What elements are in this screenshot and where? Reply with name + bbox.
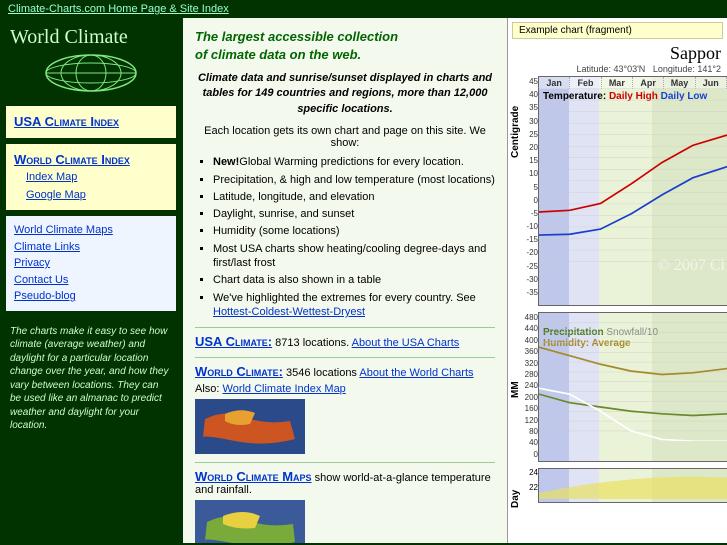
link-world-climate[interactable]: World Climate:: [195, 364, 283, 379]
globe-icon: [10, 53, 172, 96]
y-ticks-temp: 454035302520151050-5-10-15-20-25-30-35: [524, 78, 538, 302]
link-world-maps[interactable]: World Climate Maps: [195, 469, 312, 484]
link-usa-climate[interactable]: USA Climate:: [195, 334, 272, 349]
temp-chart: JanFebMarAprMayJun Temperature: Daily Hi…: [538, 76, 727, 306]
link-about-usa[interactable]: About the USA Charts: [352, 337, 460, 349]
list-item: We've highlighted the extremes for every…: [213, 291, 495, 320]
nav-world-maps[interactable]: World Climate Maps: [14, 222, 168, 239]
site-title: World Climate: [10, 26, 172, 49]
link-world-index-map[interactable]: World Climate Index Map: [223, 383, 346, 395]
intro-text: Each location gets its own chart and pag…: [195, 125, 495, 149]
sidebar: World Climate USA Climate Index World Cl…: [0, 18, 182, 543]
watermark: © 2007 Cl: [658, 257, 725, 275]
feature-list: New!Global Warming predictions for every…: [213, 155, 495, 319]
nav-google-map[interactable]: Google Map: [26, 187, 168, 205]
nav-privacy[interactable]: Privacy: [14, 255, 168, 272]
sidebar-description: The charts make it easy to see how clima…: [0, 317, 182, 441]
subheadline: Climate data and sunrise/sunset displaye…: [195, 71, 495, 117]
y-axis-temp: Centigrade: [510, 106, 521, 158]
nav-contact[interactable]: Contact Us: [14, 272, 168, 289]
headline: The largest accessible collectionof clim…: [195, 28, 495, 63]
example-chart-pane: Example chart (fragment) Sappor Latitude…: [507, 18, 727, 543]
chart-latlon: Latitude: 43°03'N Longitude: 141°2: [508, 64, 727, 76]
y-ticks-day: 2422: [520, 468, 538, 498]
nav-index-map[interactable]: Index Map: [26, 169, 168, 187]
list-item: New!Global Warming predictions for every…: [213, 155, 495, 169]
nav-usa-index[interactable]: USA Climate Index: [14, 112, 168, 132]
link-about-world[interactable]: About the World Charts: [359, 367, 473, 379]
link-extremes[interactable]: Hottest-Coldest-Wettest-Dryest: [213, 306, 365, 318]
nav-climate-links[interactable]: Climate Links: [14, 239, 168, 256]
topbar-link[interactable]: Climate-Charts.com Home Page & Site Inde…: [0, 0, 727, 18]
chart-caption: Example chart (fragment): [512, 22, 723, 39]
list-item: Humidity (some locations): [213, 224, 495, 238]
list-item: Daylight, sunrise, and sunset: [213, 207, 495, 221]
y-ticks-precip: 48044040036032028024020016012080400: [518, 314, 538, 462]
nav-blog[interactable]: Pseudo-blog: [14, 288, 168, 305]
day-chart: [538, 468, 727, 503]
list-item: Chart data is also shown in a table: [213, 273, 495, 287]
world-map-thumb: [195, 399, 305, 454]
world-map-thumb2: [195, 500, 305, 543]
list-item: Latitude, longitude, and elevation: [213, 190, 495, 204]
list-item: Precipitation, & high and low temperatur…: [213, 173, 495, 187]
main-content: The largest accessible collectionof clim…: [182, 18, 507, 543]
list-item: Most USA charts show heating/cooling deg…: [213, 242, 495, 271]
precip-chart: Precipitation Snowfall/10Humidity: Avera…: [538, 312, 727, 462]
nav-world-index[interactable]: World Climate Index: [14, 150, 168, 170]
chart-city: Sappor: [508, 43, 727, 64]
